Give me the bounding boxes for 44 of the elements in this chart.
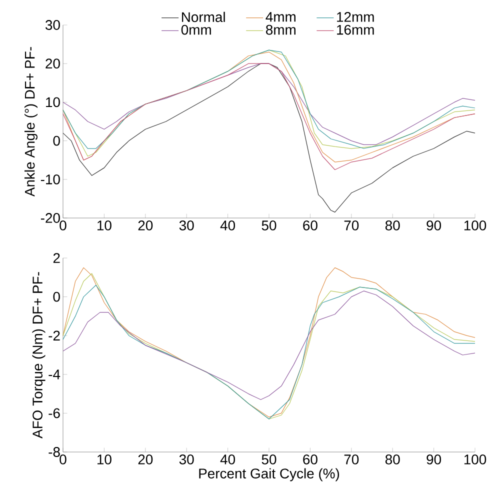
y-tick-label: 30 [46,20,60,30]
x-tick-label: 0 [60,454,66,464]
legend-label: 8mm [266,24,296,35]
x-tick-label: 70 [344,220,359,230]
x-tick-label: 90 [426,220,442,230]
y-tick-label: 20 [46,58,60,69]
x-tick-label: 80 [385,454,400,464]
legend-label: 12mm [337,12,374,22]
x-tick-label: 100 [464,220,486,230]
x-axis-title: Percent Gait Cycle (%) [199,468,340,482]
y-tick-label: -4 [48,370,60,380]
y-axis-title: Ankle Angle (°) DF+ PF- [24,47,38,197]
y-tick-label: 0 [53,136,60,146]
line-series [62,290,476,400]
y-tick-label: -8 [48,447,60,457]
x-tick-label: 70 [344,454,359,464]
y-axis-title: AFO Torque (Nm) DF+ PF- [32,272,46,438]
legend-label: 0mm [181,24,211,35]
x-tick-label: 60 [303,220,318,230]
x-tick-label: 60 [303,454,318,464]
x-tick-label: 90 [426,454,442,464]
x-tick-label: 100 [464,454,486,464]
x-tick-label: 80 [385,220,400,230]
x-tick-label: 10 [98,454,112,464]
legend-label: Normal [182,12,225,22]
y-tick-label: -2 [48,330,60,340]
x-tick-label: 20 [138,454,153,464]
y-tick-label: 0 [53,292,60,302]
y-tick-label: 10 [46,97,60,108]
y-tick-label: 2 [53,253,60,263]
x-tick-label: 40 [220,220,236,230]
legend-label: 16mm [337,24,374,35]
y-tick-label: -6 [48,408,60,418]
x-tick-label: 0 [60,220,66,230]
x-tick-label: 20 [138,220,153,230]
x-tick-label: 50 [262,454,276,464]
legend-label: 4mm [266,12,296,22]
x-tick-label: 10 [98,220,112,230]
x-tick-label: 40 [220,454,236,464]
y-tick-label: -10 [40,174,60,184]
x-tick-label: 30 [179,454,194,464]
y-tick-label: -20 [40,213,60,223]
x-tick-label: 50 [262,220,276,230]
x-tick-label: 30 [179,220,194,230]
